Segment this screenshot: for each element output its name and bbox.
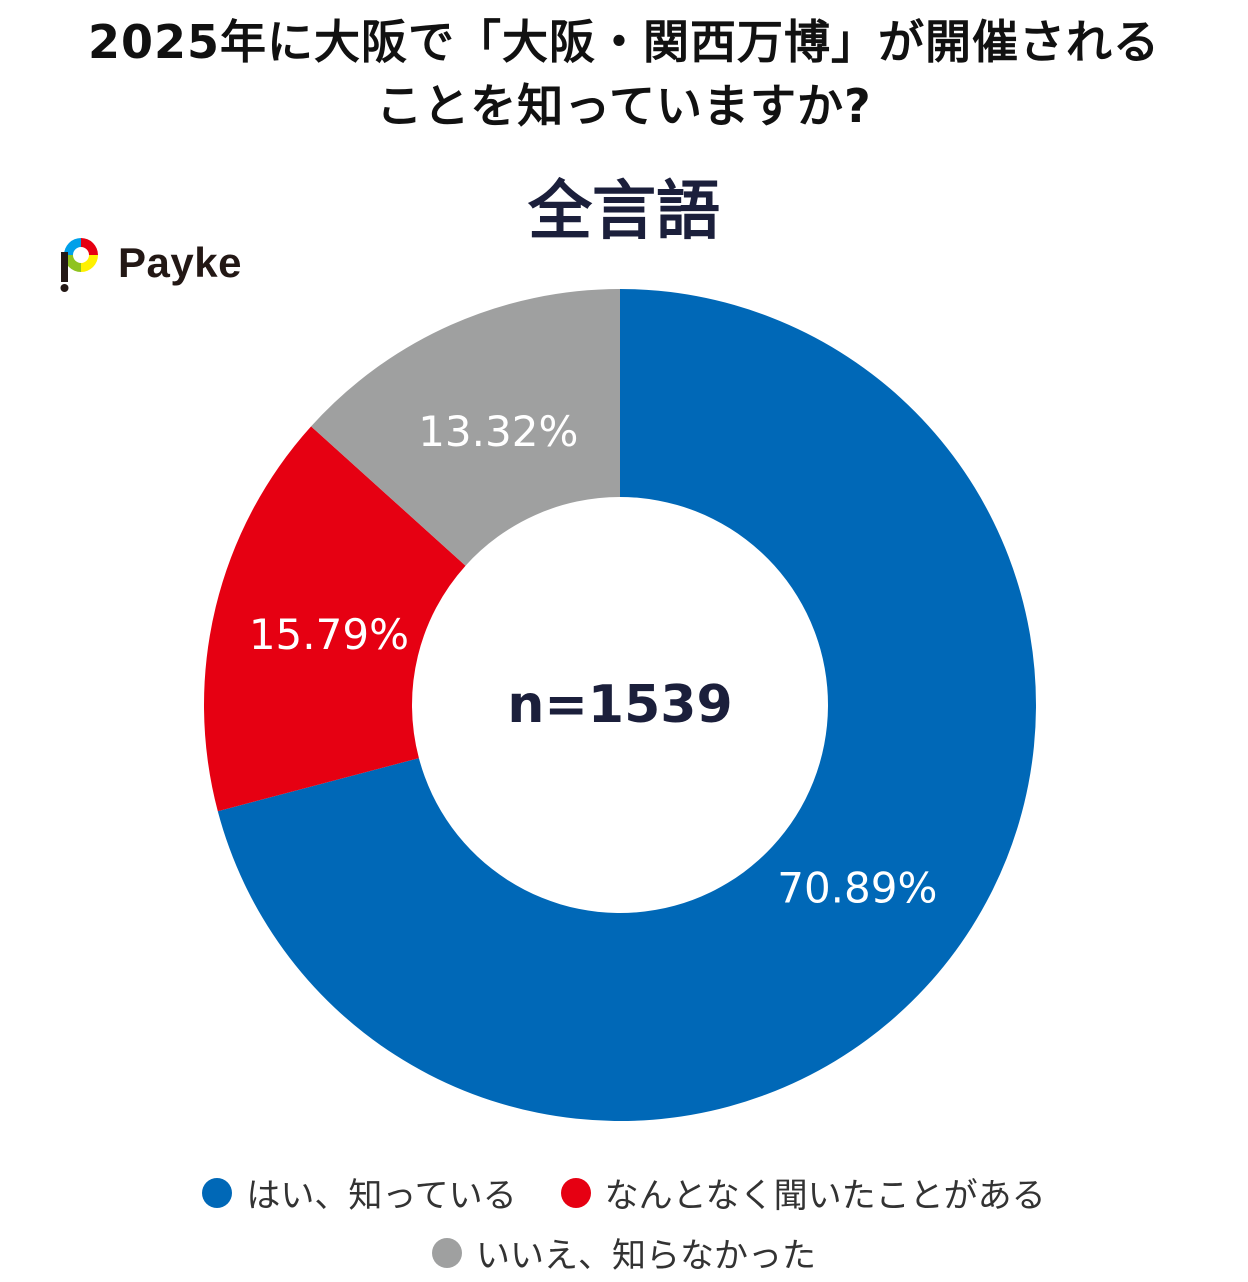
slice-value-label: 15.79%: [249, 610, 409, 659]
donut-slice-yes: [217, 289, 1036, 1121]
legend-swatch: [202, 1177, 233, 1208]
legend-label: はい、知っている: [246, 1176, 517, 1216]
legend-item: なんとなく聞いたことがある: [560, 1168, 1046, 1217]
legend-swatch: [432, 1237, 462, 1268]
slice-value-label: 70.89%: [777, 863, 937, 912]
payke-logo: Payke: [58, 232, 242, 294]
donut-slice-no: [311, 289, 620, 566]
legend-item: はい、知っている: [202, 1168, 517, 1217]
payke-logo-icon: [60, 238, 98, 292]
logo-text: Payke: [118, 239, 242, 286]
title-line-2: ことを知っていますか?: [376, 79, 872, 133]
legend-row: はい、知っている なんとなく聞いたことがある: [0, 1168, 1248, 1217]
chart-subtitle: 全言語: [528, 175, 720, 249]
legend-label: なんとなく聞いたことがある: [604, 1176, 1046, 1216]
legend-label: いいえ、知らなかった: [476, 1236, 816, 1276]
legend-swatch: [560, 1177, 591, 1208]
legend-row: いいえ、知らなかった: [0, 1228, 1248, 1277]
slice-value-label: 13.32%: [418, 407, 578, 456]
donut-slice-somewhat: [203, 426, 466, 812]
legend-item: いいえ、知らなかった: [432, 1228, 816, 1277]
title-line-1: 2025年に大阪で「大阪・関西万博」が開催される: [87, 15, 1161, 69]
chart-title: 2025年に大阪で「大阪・関西万博」が開催される ことを知っていますか?: [0, 10, 1248, 138]
sample-size-label: n=1539: [507, 675, 732, 735]
